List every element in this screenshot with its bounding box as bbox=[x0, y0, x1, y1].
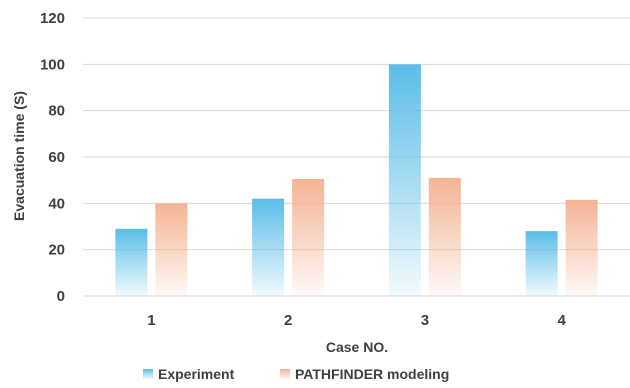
y-tick-label: 20 bbox=[48, 242, 65, 259]
y-tick-label: 100 bbox=[40, 56, 65, 73]
y-axis-ticks: 0 20 40 60 80 100 120 bbox=[40, 10, 65, 305]
y-tick-label: 0 bbox=[57, 288, 65, 305]
bar-pathfinder-modeling-case-2 bbox=[292, 179, 325, 296]
y-tick-label: 80 bbox=[48, 103, 65, 120]
y-tick-label: 120 bbox=[40, 10, 65, 27]
x-tick-label: 3 bbox=[421, 312, 429, 329]
x-axis-ticks: 1 2 3 4 bbox=[147, 312, 566, 329]
bar-pathfinder-modeling-case-1 bbox=[155, 203, 188, 296]
legend-swatch bbox=[280, 369, 290, 379]
legend: Experiment PATHFINDER modeling bbox=[143, 366, 449, 382]
bar-pathfinder-modeling-case-3 bbox=[428, 177, 461, 296]
y-axis-title: Evacuation time (S) bbox=[11, 91, 27, 221]
y-tick-label: 40 bbox=[48, 195, 65, 212]
bar-pathfinder-modeling-case-4 bbox=[565, 199, 598, 296]
legend-label: PATHFINDER modeling bbox=[295, 366, 449, 382]
x-axis-title: Case NO. bbox=[326, 339, 388, 355]
bar-experiment-case-3 bbox=[388, 64, 421, 296]
bars bbox=[115, 64, 598, 296]
x-tick-label: 2 bbox=[284, 312, 292, 329]
x-tick-label: 1 bbox=[147, 312, 155, 329]
legend-swatch bbox=[143, 369, 153, 379]
y-tick-label: 60 bbox=[48, 149, 65, 166]
bar-experiment-case-1 bbox=[115, 228, 148, 296]
bar-experiment-case-2 bbox=[252, 198, 285, 296]
x-tick-label: 4 bbox=[557, 312, 566, 329]
bar-experiment-case-4 bbox=[525, 231, 558, 296]
legend-label: Experiment bbox=[158, 366, 235, 382]
